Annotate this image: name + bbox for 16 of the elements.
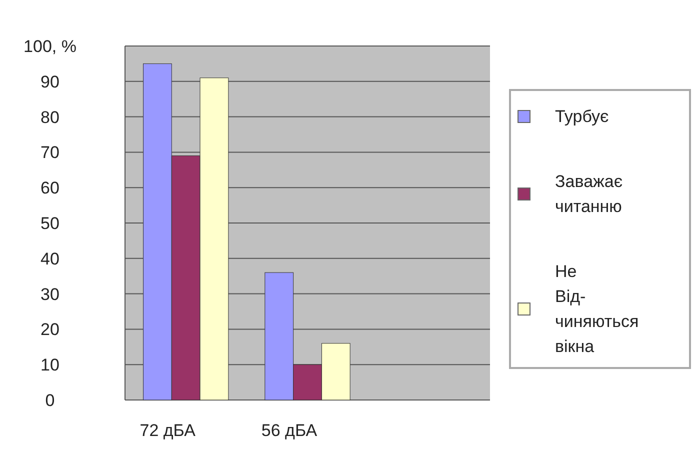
y-tick-label: 80 xyxy=(40,108,60,127)
y-tick-label: 20 xyxy=(40,320,60,340)
y-tick-label: 10 xyxy=(40,356,60,375)
y-tick-label: 50 xyxy=(40,214,60,233)
y-tick-label: 30 xyxy=(40,284,60,304)
legend-label: Не Від-чиняються вікна xyxy=(555,262,639,356)
y-tick-label: 100, % xyxy=(24,37,76,56)
x-tick-label: 56 дБА xyxy=(261,421,318,440)
x-tick-label: 72 дБА xyxy=(140,421,196,440)
y-tick-label: 70 xyxy=(40,143,60,162)
y-tick-label: 90 xyxy=(40,72,60,92)
y-tick-label: 60 xyxy=(40,178,60,198)
y-tick-label: 40 xyxy=(40,249,60,268)
y-tick-label: 0 xyxy=(45,391,55,410)
legend-label: Турбує xyxy=(555,107,610,126)
legend-label: Заважає читанню xyxy=(555,172,623,216)
